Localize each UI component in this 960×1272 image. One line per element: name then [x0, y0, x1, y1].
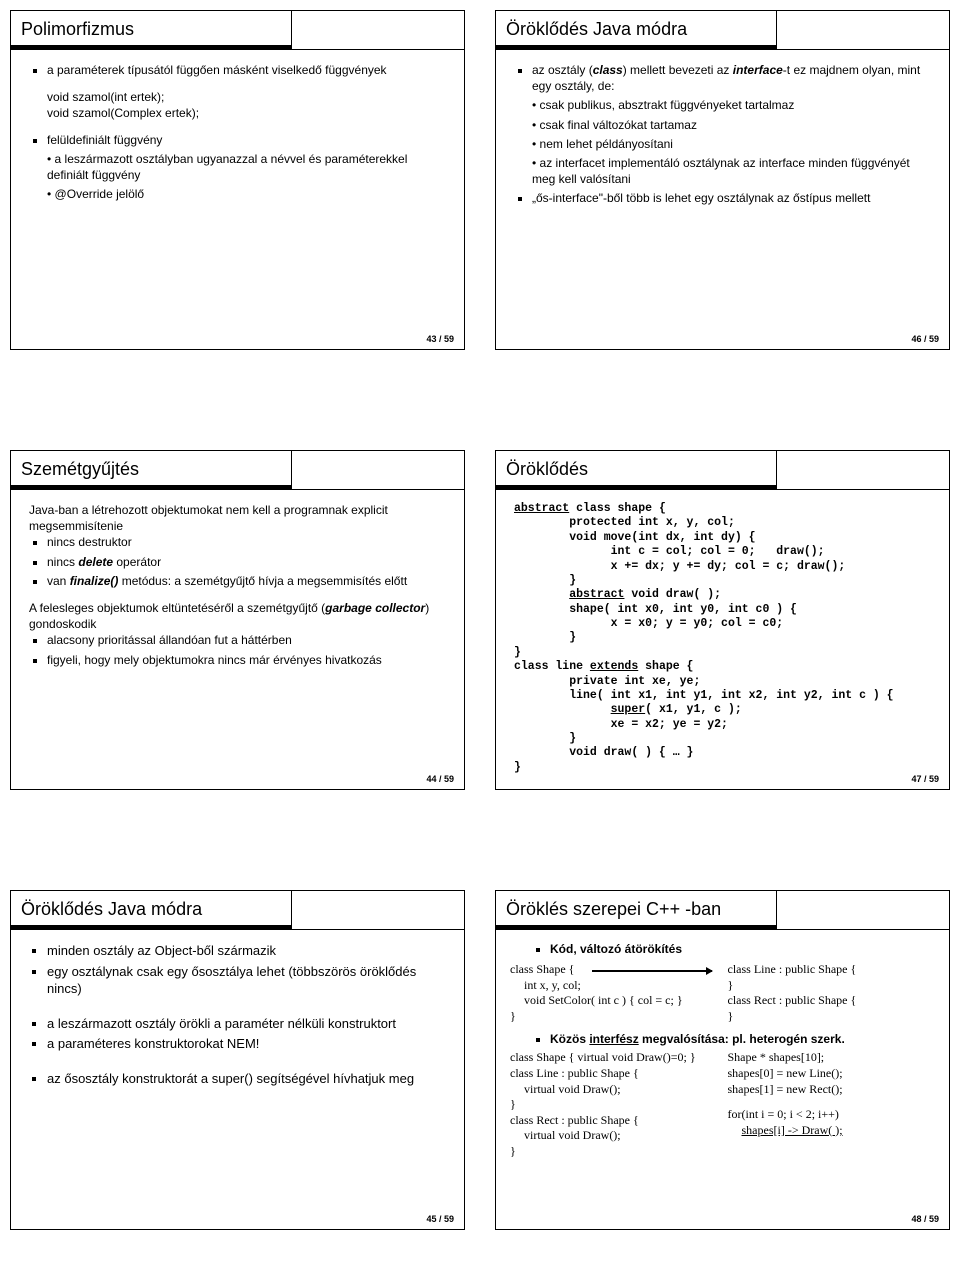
- code-line: shapes[i] -> Draw( );: [728, 1123, 936, 1139]
- sub-bullet: csak final változókat tartamaz: [532, 117, 931, 133]
- page-number: 47 / 59: [911, 774, 939, 784]
- sub-bullet: nem lehet példányosítani: [532, 136, 931, 152]
- sub-bullet: @Override jelölő: [47, 186, 446, 202]
- bullet: a leszármazott osztály örökli a paraméte…: [47, 1015, 446, 1033]
- code-line: void szamol(int ertek);: [47, 89, 446, 105]
- title-spacer: [777, 891, 949, 929]
- title-wrap: Öröklés szerepei C++ -ban: [496, 891, 949, 930]
- slide-title: Szemétgyűjtés: [11, 451, 292, 489]
- slide-title: Öröklődés: [496, 451, 777, 489]
- page-number: 48 / 59: [911, 1214, 939, 1224]
- title-wrap: Polimorfizmus: [11, 11, 464, 50]
- paragraph: A felesleges objektumok eltüntetéséről a…: [29, 600, 446, 632]
- slide-45: Öröklődés Java módra minden osztály az O…: [10, 890, 465, 1230]
- code-line: class Rect : public Shape {: [728, 993, 936, 1009]
- code-right: class Line : public Shape { } class Rect…: [728, 962, 936, 1024]
- slide-body: a paraméterek típusától függően másként …: [11, 50, 464, 213]
- code-right: Shape * shapes[10]; shapes[0] = new Line…: [728, 1050, 936, 1159]
- slide-44: Szemétgyűjtés Java-ban a létrehozott obj…: [10, 450, 465, 790]
- code-block: abstract class shape { protected int x, …: [496, 490, 949, 783]
- code-line: virtual void Draw();: [510, 1082, 718, 1098]
- bullet: nincs destruktor: [47, 534, 446, 550]
- bullet: alacsony prioritással állandóan fut a há…: [47, 632, 446, 648]
- paragraph: Java-ban a létrehozott objektumokat nem …: [29, 502, 446, 534]
- code-line: }: [510, 1097, 718, 1113]
- slide-47: Öröklődés abstract class shape { protect…: [495, 450, 950, 790]
- bullet: „ős-interface"-ből több is lehet egy osz…: [532, 190, 931, 206]
- bullet: az osztály (class) mellett bevezeti az i…: [532, 62, 931, 94]
- code-line: }: [728, 978, 936, 994]
- title-wrap: Öröklődés Java módra: [11, 891, 464, 930]
- heading: Közös interfész megvalósítása: pl. heter…: [550, 1032, 935, 1046]
- code-line: int x, y, col;: [510, 978, 718, 994]
- heading: Kód, változó átörökítés: [550, 942, 935, 956]
- bullet: felüldefiniált függvény: [47, 132, 446, 148]
- page-number: 44 / 59: [426, 774, 454, 784]
- code-line: for(int i = 0; i < 2; i++): [728, 1107, 936, 1123]
- page-number: 43 / 59: [426, 334, 454, 344]
- code-line: class Shape { virtual void Draw()=0; }: [510, 1050, 718, 1066]
- code-line: void SetColor( int c ) { col = c; }: [510, 993, 718, 1009]
- arrow-icon: [592, 970, 712, 972]
- code-line: }: [728, 1009, 936, 1025]
- slide-title: Öröklődés Java módra: [496, 11, 777, 49]
- slide-title: Polimorfizmus: [11, 11, 292, 49]
- code-line: }: [510, 1009, 718, 1025]
- slide-48: Öröklés szerepei C++ -ban Kód, változó á…: [495, 890, 950, 1230]
- bullet: van finalize() metódus: a szemétgyűjtő h…: [47, 573, 446, 589]
- slide-title: Öröklődés Java módra: [11, 891, 292, 929]
- bullet: az ősosztály konstruktorát a super() seg…: [47, 1070, 446, 1088]
- page-number: 45 / 59: [426, 1214, 454, 1224]
- bullet: a paraméteres konstruktorokat NEM!: [47, 1035, 446, 1053]
- slide-body: Kód, változó átörökítés class Shape { in…: [496, 930, 949, 1170]
- slide-title: Öröklés szerepei C++ -ban: [496, 891, 777, 929]
- slide-43: Polimorfizmus a paraméterek típusától fü…: [10, 10, 465, 350]
- code-line: shapes[1] = new Rect();: [728, 1082, 936, 1098]
- title-spacer: [777, 11, 949, 49]
- code-line: }: [510, 1144, 718, 1160]
- title-wrap: Szemétgyűjtés: [11, 451, 464, 490]
- bullet: egy osztálynak csak egy ősosztálya lehet…: [47, 963, 446, 998]
- sub-bullet: az interfacet implementáló osztálynak az…: [532, 155, 931, 187]
- code-line: void szamol(Complex ertek);: [47, 105, 446, 121]
- title-wrap: Öröklődés: [496, 451, 949, 490]
- title-spacer: [777, 451, 949, 489]
- bullet: a paraméterek típusától függően másként …: [47, 62, 446, 78]
- code-line: class Line : public Shape {: [510, 1066, 718, 1082]
- slide-body: minden osztály az Object-ből származik e…: [11, 930, 464, 1098]
- bullet: nincs delete operátor: [47, 554, 446, 570]
- page-grid: Polimorfizmus a paraméterek típusától fü…: [0, 0, 960, 1240]
- code-line: class Rect : public Shape {: [510, 1113, 718, 1129]
- sub-bullet: a leszármazott osztályban ugyanazzal a n…: [47, 151, 446, 183]
- page-number: 46 / 59: [911, 334, 939, 344]
- title-spacer: [292, 891, 464, 929]
- sub-bullet: csak publikus, absztrakt függvényeket ta…: [532, 97, 931, 113]
- slide-body: Java-ban a létrehozott objektumokat nem …: [11, 490, 464, 679]
- slide-46: Öröklődés Java módra az osztály (class) …: [495, 10, 950, 350]
- title-spacer: [292, 11, 464, 49]
- bullet: figyeli, hogy mely objektumokra nincs má…: [47, 652, 446, 668]
- bullet: minden osztály az Object-ből származik: [47, 942, 446, 960]
- title-spacer: [292, 451, 464, 489]
- code-line: virtual void Draw();: [510, 1128, 718, 1144]
- code-line: class Line : public Shape {: [728, 962, 936, 978]
- code-line: shapes[0] = new Line();: [728, 1066, 936, 1082]
- slide-body: az osztály (class) mellett bevezeti az i…: [496, 50, 949, 218]
- title-wrap: Öröklődés Java módra: [496, 11, 949, 50]
- code-line: Shape * shapes[10];: [728, 1050, 936, 1066]
- code-left: class Shape { virtual void Draw()=0; } c…: [510, 1050, 718, 1159]
